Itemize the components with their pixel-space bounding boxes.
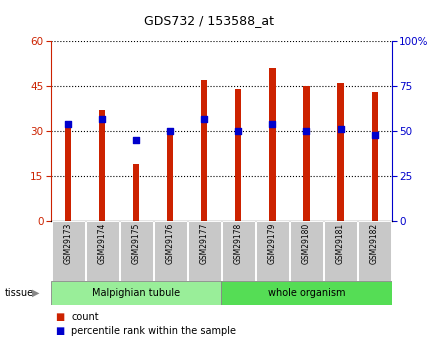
Text: Malpighian tubule: Malpighian tubule	[92, 288, 180, 298]
Point	[65, 121, 72, 127]
Bar	[65, 128, 71, 221]
Bar	[51, 281, 222, 305]
Bar	[120, 221, 153, 281]
Bar	[235, 89, 242, 221]
Bar	[324, 221, 357, 281]
Text: GSM29180: GSM29180	[302, 223, 311, 264]
Text: GSM29176: GSM29176	[166, 223, 175, 264]
Point	[337, 127, 344, 132]
Text: ■: ■	[56, 326, 65, 336]
Point	[99, 116, 106, 121]
Text: GSM29177: GSM29177	[200, 223, 209, 264]
Point	[235, 128, 242, 134]
Bar	[337, 83, 344, 221]
Bar	[222, 281, 392, 305]
Bar	[133, 164, 139, 221]
Text: GSM29182: GSM29182	[370, 223, 379, 264]
Bar	[372, 92, 378, 221]
Bar	[303, 86, 310, 221]
Text: GSM29178: GSM29178	[234, 223, 243, 264]
Text: GSM29175: GSM29175	[132, 223, 141, 264]
Bar	[86, 221, 118, 281]
Point	[167, 128, 174, 134]
Text: GSM29179: GSM29179	[268, 223, 277, 264]
Point	[201, 116, 208, 121]
Text: GSM29174: GSM29174	[98, 223, 107, 264]
Bar	[358, 221, 391, 281]
Text: ▶: ▶	[32, 288, 40, 298]
Bar	[290, 221, 323, 281]
Bar	[99, 110, 105, 221]
Bar	[201, 80, 207, 221]
Bar	[52, 221, 85, 281]
Bar	[222, 221, 255, 281]
Point	[371, 132, 378, 137]
Text: ■: ■	[56, 313, 65, 322]
Bar	[167, 134, 174, 221]
Point	[269, 121, 276, 127]
Point	[133, 137, 140, 143]
Point	[303, 128, 310, 134]
Text: tissue: tissue	[4, 288, 33, 298]
Bar	[269, 68, 275, 221]
Bar	[256, 221, 289, 281]
Text: GSM29173: GSM29173	[64, 223, 73, 264]
Text: whole organism: whole organism	[268, 288, 345, 298]
Text: count: count	[71, 313, 99, 322]
Text: percentile rank within the sample: percentile rank within the sample	[71, 326, 236, 336]
Text: GSM29181: GSM29181	[336, 223, 345, 264]
Text: GDS732 / 153588_at: GDS732 / 153588_at	[144, 14, 274, 27]
Bar	[188, 221, 221, 281]
Bar	[154, 221, 186, 281]
